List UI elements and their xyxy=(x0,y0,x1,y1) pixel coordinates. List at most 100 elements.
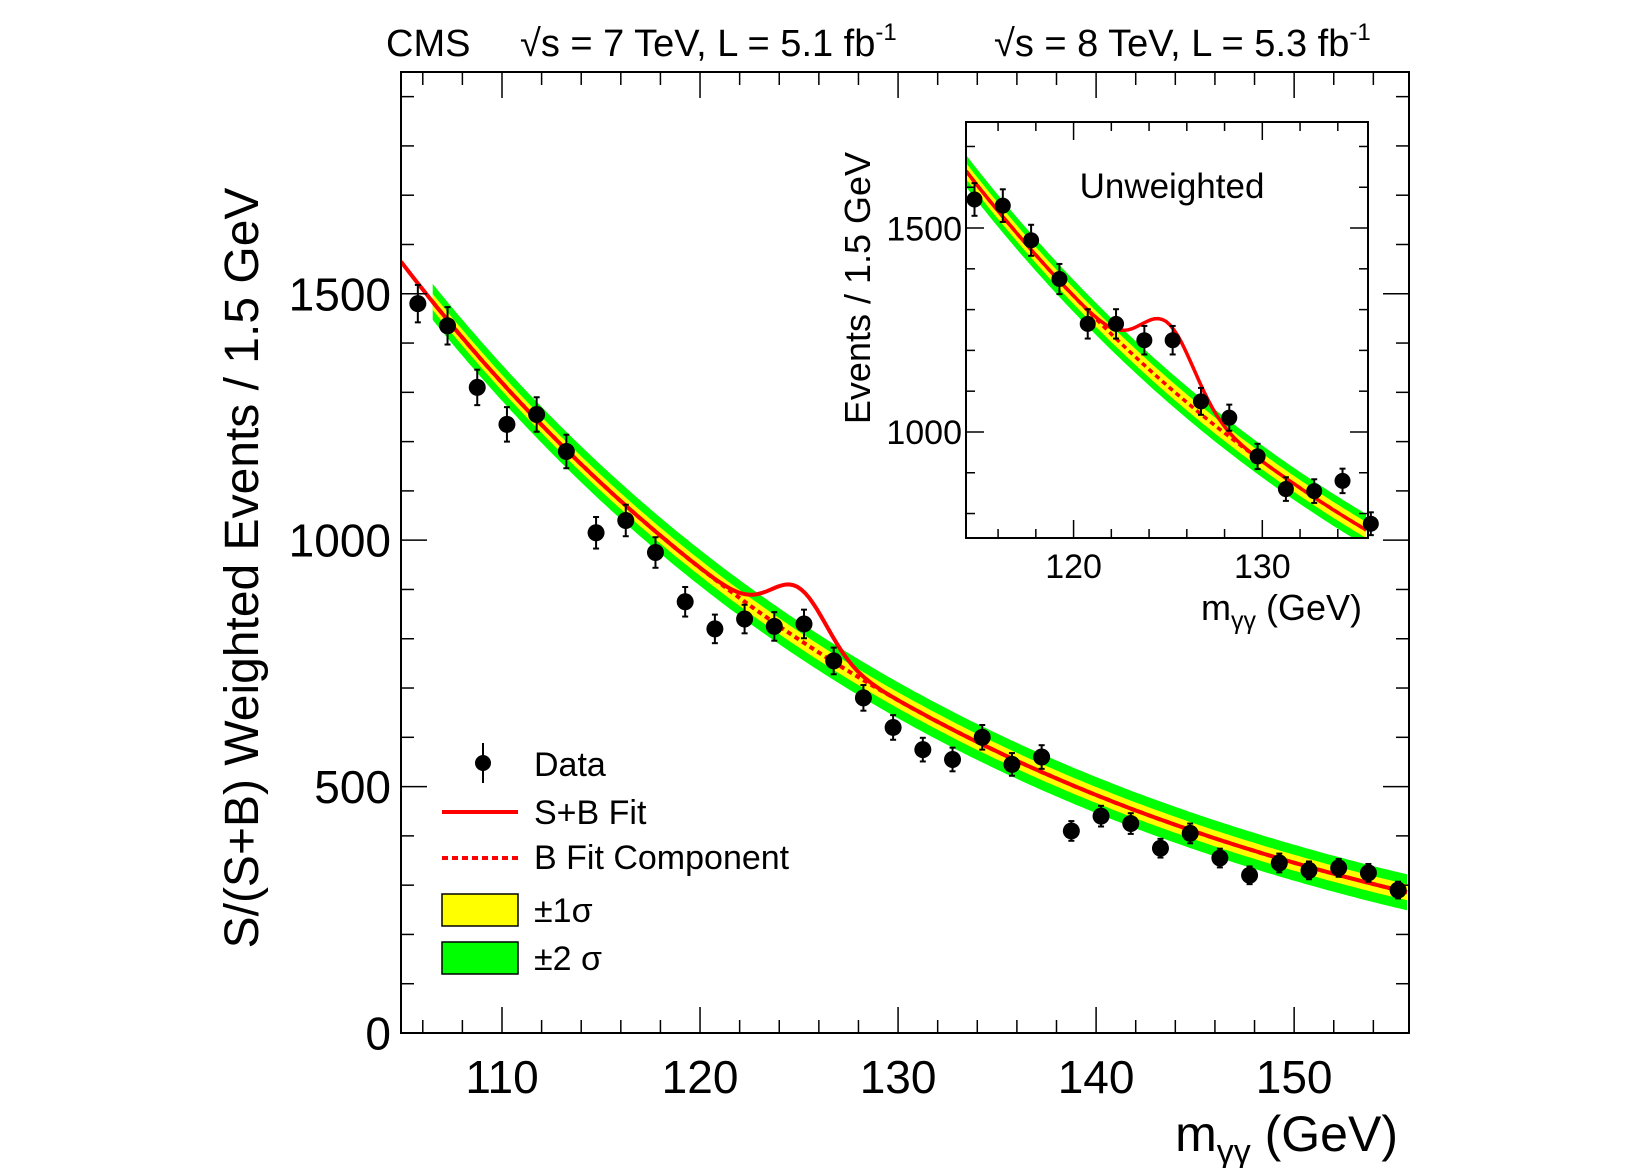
main-marker xyxy=(646,544,664,561)
inset-x-label-main: m xyxy=(1201,587,1231,628)
inset-marker xyxy=(1249,448,1266,465)
inset-y-tick-label: 1500 xyxy=(886,210,962,248)
inset-title: Unweighted xyxy=(1080,167,1265,206)
main-marker xyxy=(1330,859,1348,877)
main-marker xyxy=(528,406,546,424)
main-data-point xyxy=(854,684,872,712)
main-marker xyxy=(706,620,724,638)
legend-sigma1: ±1σ xyxy=(441,892,593,930)
main-data-point xyxy=(587,516,605,550)
inset-data-point xyxy=(1051,262,1068,296)
inset-x-label-unit: (GeV) xyxy=(1256,587,1362,628)
main-x-tick-label: 120 xyxy=(662,1051,739,1103)
main-y-tick-label: 500 xyxy=(314,761,391,813)
legend-data-label: Data xyxy=(534,746,606,784)
main-marker xyxy=(736,610,754,628)
inset-data-point xyxy=(1192,386,1209,416)
inset-sb-fit xyxy=(966,169,1368,532)
inset-marker xyxy=(1277,481,1294,498)
main-data-point xyxy=(617,503,635,538)
inset-data-point xyxy=(1108,308,1125,340)
main-data-point xyxy=(676,585,694,618)
inset-marker xyxy=(1136,332,1153,349)
run2-label: √s = 8 TeV, L = 5.3 fb-1 xyxy=(994,19,1371,65)
main-x-label-main: m xyxy=(1175,1106,1217,1162)
main-y-tick-label: 1500 xyxy=(289,268,391,320)
inset-y-tick-label: 1000 xyxy=(886,414,962,452)
header: CMS √s = 7 TeV, L = 5.1 fb-1 √s = 8 TeV,… xyxy=(386,19,1371,65)
main-data-point xyxy=(557,433,575,470)
main-data-point xyxy=(884,714,902,741)
inset-marker xyxy=(1164,332,1181,349)
main-data-point xyxy=(1062,820,1080,842)
inset-marker xyxy=(1362,515,1379,532)
legend-sb-fit: S+B Fit xyxy=(442,794,647,832)
main-data-point xyxy=(439,306,457,346)
main-data-point xyxy=(1003,752,1021,777)
legend-b-fit: B Fit Component xyxy=(442,839,790,877)
main-data-point xyxy=(1270,852,1288,874)
main-marker xyxy=(1300,861,1318,879)
inset-frame xyxy=(965,121,1369,539)
main-data-point xyxy=(825,646,843,676)
main-data-point xyxy=(944,746,962,773)
inset-x-tick-label: 120 xyxy=(1045,548,1102,586)
legend-b-fit-label: B Fit Component xyxy=(534,839,790,877)
main-marker xyxy=(1181,824,1199,842)
inset-marker xyxy=(1051,271,1068,288)
main-data-point xyxy=(1211,847,1229,869)
main-data-point xyxy=(1151,837,1169,859)
main-data-point xyxy=(1300,860,1318,881)
main-marker xyxy=(557,442,575,460)
run1-sup: -1 xyxy=(875,19,896,46)
main-marker xyxy=(884,718,902,736)
main-data-point xyxy=(1241,865,1259,886)
main-marker xyxy=(1359,864,1377,882)
inset-x-tick-label: 130 xyxy=(1234,548,1291,586)
legend-sigma1-swatch xyxy=(441,893,519,927)
main-marker xyxy=(1151,839,1169,857)
main-marker xyxy=(795,615,813,633)
main-x-label-sub: γγ xyxy=(1217,1133,1251,1168)
inset-marker xyxy=(1023,232,1040,249)
inset-axes: 120 130 1000 1500 xyxy=(886,121,1369,586)
main-data-points xyxy=(409,283,1407,900)
main-y-axis-label: S/(S+B) Weighted Events / 1.5 GeV xyxy=(216,188,269,949)
inset-data-points xyxy=(966,182,1379,537)
main-marker xyxy=(765,617,783,635)
inset-background xyxy=(964,122,1364,534)
main-marker xyxy=(944,750,962,768)
inset-data-point xyxy=(1136,324,1153,356)
main-data-point xyxy=(1092,804,1110,828)
legend-sigma2-swatch xyxy=(441,941,519,975)
inset-x-axis-label: mγγ (GeV) xyxy=(1201,587,1362,635)
main-x-label-unit: (GeV) xyxy=(1251,1106,1398,1162)
inset-marker xyxy=(1079,315,1096,332)
main-data-point xyxy=(914,736,932,763)
main-data-point xyxy=(1181,822,1199,845)
inset-data-point xyxy=(1306,478,1323,504)
main-marker xyxy=(1033,748,1051,766)
main-marker xyxy=(1062,822,1080,840)
inset-marker xyxy=(1306,483,1323,500)
experiment-label: CMS xyxy=(386,23,470,65)
inset-marker xyxy=(1334,472,1351,489)
main-marker xyxy=(617,511,635,529)
inset-marker xyxy=(1192,393,1209,410)
main-marker xyxy=(1241,866,1259,884)
main-data-point xyxy=(468,368,486,407)
inset-data-point xyxy=(1023,223,1040,257)
inset-band-1sigma xyxy=(966,162,1367,538)
main-data-point xyxy=(736,603,754,635)
main-marker xyxy=(825,652,843,670)
inset-data-point xyxy=(1334,467,1351,495)
legend: Data S+B Fit B Fit Component ±1σ ±2 σ xyxy=(441,743,790,978)
legend-data: Data xyxy=(475,743,606,784)
inset-x-label-sub: γγ xyxy=(1231,607,1257,635)
legend-sigma2: ±2 σ xyxy=(441,940,602,978)
main-marker xyxy=(1270,854,1288,872)
inset-data-point xyxy=(966,182,983,217)
inset-data-point xyxy=(1221,403,1238,432)
